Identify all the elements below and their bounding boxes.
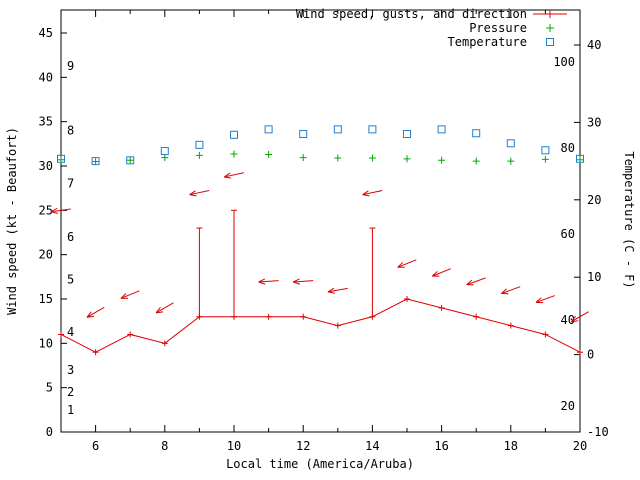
svg-text:3: 3 [67, 363, 74, 377]
svg-text:45: 45 [39, 26, 53, 40]
plot-frame [60, 9, 581, 433]
svg-text:7: 7 [67, 177, 74, 191]
y-right-ticks: -10 0 10 20 30 40 [574, 38, 609, 439]
svg-text:20: 20 [561, 399, 575, 413]
y-axis-label-temperature: Temperature (C - F) [622, 151, 636, 289]
x-axis-label: Local time (America/Aruba) [226, 457, 414, 471]
svg-text:60: 60 [561, 227, 575, 241]
legend-label-temperature: Temperature [447, 35, 527, 49]
legend-label-pressure: Pressure [469, 21, 527, 35]
svg-text:30: 30 [587, 115, 601, 129]
svg-text:20: 20 [39, 248, 53, 262]
svg-text:5: 5 [46, 381, 53, 395]
legend-label-wind: Wind speed, gusts, and direction [295, 7, 527, 21]
svg-text:18: 18 [504, 439, 518, 453]
legend-item-temperature: Temperature [296, 35, 567, 49]
svg-text:30: 30 [39, 159, 53, 173]
temperature-sample-square [546, 38, 554, 46]
svg-text:2: 2 [67, 385, 74, 399]
svg-text:8: 8 [161, 439, 168, 453]
temperature-square-icon [546, 38, 554, 46]
svg-text:40: 40 [39, 70, 53, 84]
svg-text:6: 6 [67, 230, 74, 244]
svg-text:10: 10 [587, 270, 601, 284]
svg-text:4: 4 [67, 325, 74, 339]
svg-text:5: 5 [67, 272, 74, 286]
svg-text:25: 25 [39, 203, 53, 217]
y-axis-label-wind: Wind speed (kt - Beaufort) [5, 127, 19, 315]
svg-text:12: 12 [296, 439, 310, 453]
svg-text:40: 40 [587, 38, 601, 52]
y-left-ticks: 0 5 10 15 20 25 30 35 40 45 [39, 26, 67, 439]
svg-text:16: 16 [434, 439, 448, 453]
pressure-series [57, 150, 584, 166]
svg-text:20: 20 [573, 439, 587, 453]
svg-text:14: 14 [365, 439, 379, 453]
svg-text:6: 6 [92, 439, 99, 453]
wind-series [58, 296, 583, 356]
svg-text:1: 1 [67, 403, 74, 417]
wind-line-plus-icon [533, 10, 567, 18]
svg-text:10: 10 [39, 336, 53, 350]
legend-item-pressure: Pressure [296, 21, 567, 35]
svg-text:10: 10 [227, 439, 241, 453]
svg-text:15: 15 [39, 292, 53, 306]
fahrenheit-labels: 20 40 60 80 100 [553, 55, 575, 413]
gust-bars [196, 209, 376, 317]
svg-text:40: 40 [561, 313, 575, 327]
legend: Wind speed, gusts, and direction Pressur… [296, 7, 567, 49]
svg-text:20: 20 [587, 193, 601, 207]
svg-text:-10: -10 [587, 425, 609, 439]
svg-text:100: 100 [553, 55, 575, 69]
wind-direction-arrows [50, 172, 589, 323]
x-ticks: 6 8 10 12 14 16 18 20 [60, 10, 587, 453]
svg-text:9: 9 [67, 59, 74, 73]
svg-text:0: 0 [46, 425, 53, 439]
beaufort-labels: 1 2 3 4 5 6 7 8 9 [67, 59, 74, 417]
legend-item-wind: Wind speed, gusts, and direction [296, 7, 567, 21]
svg-text:80: 80 [561, 141, 575, 155]
svg-text:35: 35 [39, 115, 53, 129]
pressure-plus-icon [546, 24, 554, 32]
temperature-series [57, 125, 584, 166]
svg-text:8: 8 [67, 124, 74, 138]
svg-text:0: 0 [587, 348, 594, 362]
